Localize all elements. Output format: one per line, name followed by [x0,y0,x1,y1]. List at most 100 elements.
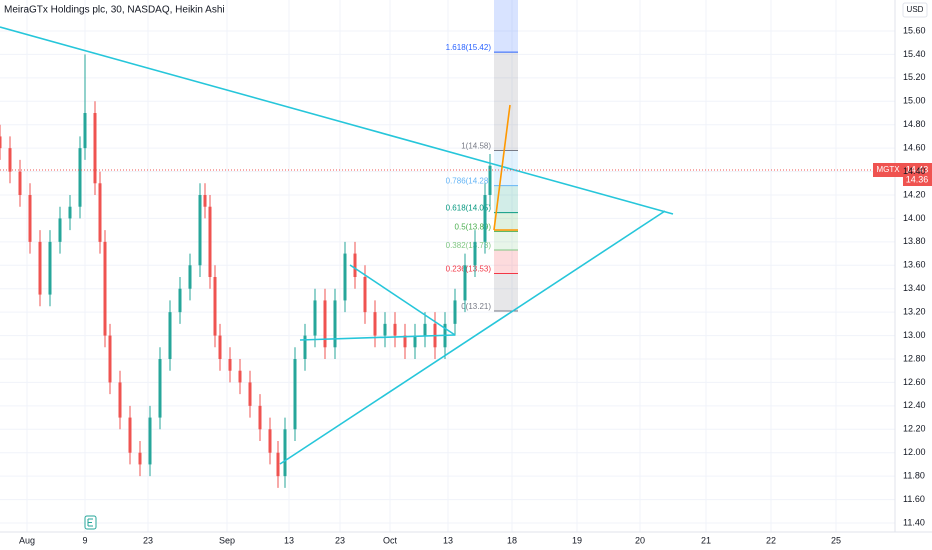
y-tick-label: 13.80 [903,236,926,246]
y-tick-label: 13.00 [903,330,926,340]
fib-retracement: 0(13.21) 0.236(13.53) 0.382(13.73) 0.5(13.8… [446,0,518,312]
prev-price-label: 14.36 [906,174,929,184]
y-tick-label: 12.80 [903,353,926,363]
y-tick-label: 11.80 [903,471,925,481]
x-tick-label: 25 [831,535,841,545]
x-tick-label: Aug [19,535,35,545]
y-tick-label: 14.40 [903,166,926,176]
fib-label: 0.5(13.89) [455,222,492,231]
candle-body [403,335,407,348]
candle-body [18,171,22,195]
fib-label: 0.618(14.05) [446,204,492,213]
y-tick-label: 15.40 [903,49,926,59]
fib-label: 1.618(15.42) [446,43,492,52]
candle-body [463,265,467,301]
candle-body [178,288,182,313]
trend-line [0,26,674,215]
trend-line [279,210,666,465]
candle-body [276,452,280,477]
y-tick-label: 15.60 [903,25,926,35]
candle-body [333,300,337,348]
drawings [0,26,674,465]
x-tick-label: 18 [507,535,517,545]
candle-body [258,405,262,430]
x-tick-label: 20 [635,535,645,545]
candle-body [343,253,347,301]
candle-body [248,382,252,406]
x-tick-label: 9 [82,535,87,545]
candle-body [218,335,222,359]
symbol-label: MGTX [876,165,900,174]
x-tick-label: 22 [766,535,776,545]
trend-line [349,264,456,336]
earnings-glyph [87,518,93,527]
fib-zone [494,231,518,251]
candle-body [158,359,162,418]
price-tag [903,163,932,176]
y-tick-label: 12.40 [903,400,926,410]
candle-body [198,195,202,266]
y-tick-label: 14.60 [903,143,926,153]
y-tick-label: 15.00 [903,96,926,106]
y-tick-label: 15.20 [903,72,926,82]
candle-body [473,241,477,266]
chart-title: MeiraGTx Holdings plc, 30, NASDAQ, Heiki… [4,5,225,16]
candle-body [8,148,12,172]
candle-body [283,429,287,477]
candle-body [118,382,122,418]
y-tick-label: 14.20 [903,189,926,199]
x-tick-label: Sep [219,535,235,545]
fib-label: 0(13.21) [461,302,491,311]
candle-body [58,218,62,242]
fib-zone [494,250,518,274]
grid [0,0,895,532]
x-tick-label: 21 [701,535,711,545]
fib-label: 0.236(13.53) [446,265,492,274]
candle-body [188,265,192,289]
candle-body [423,323,427,336]
candle-body [93,113,97,184]
x-tick-label: 23 [335,535,345,545]
candle-body [148,417,152,465]
candle-body [128,417,132,453]
candle-body [413,335,417,348]
candle-body [488,165,492,195]
candle-body [203,195,207,207]
y-tick-label: 12.60 [903,377,926,387]
candle-body [213,277,217,336]
candle-body [68,206,72,219]
fib-label: 0.382(13.73) [446,241,492,250]
x-tick-label: 23 [143,535,153,545]
x-tick-label: 13 [284,535,294,545]
candle-body [108,335,112,383]
trend-line [299,334,456,341]
x-tick-label: 19 [572,535,582,545]
candle-body [228,359,232,371]
candle-body [313,300,317,336]
fib-zone [494,212,518,232]
currency-box[interactable] [902,2,928,18]
candle-body [453,300,457,324]
y-tick-label: 13.40 [903,283,926,293]
y-tick-label: 11.60 [903,494,925,504]
y-tick-label: 14.80 [903,119,926,129]
fib-zone [494,273,518,311]
candle-body [393,323,397,336]
candle-body [48,241,52,295]
fib-label: 1(14.58) [461,142,491,151]
candle-body [373,312,377,336]
candle-body [0,136,2,149]
candle-body [83,113,87,149]
candle-body [28,195,32,242]
candle-body [78,148,82,207]
x-tick-label: 13 [443,535,453,545]
candle-body [383,323,387,336]
y-tick-label: 13.20 [903,307,926,317]
projection-line [493,104,511,231]
candle-body [293,359,297,430]
y-tick-label: 11.40 [903,517,925,527]
fib-label: 0.786(14.28) [446,177,492,186]
candle-body [103,241,107,336]
y-tick-label: 12.00 [903,447,926,457]
